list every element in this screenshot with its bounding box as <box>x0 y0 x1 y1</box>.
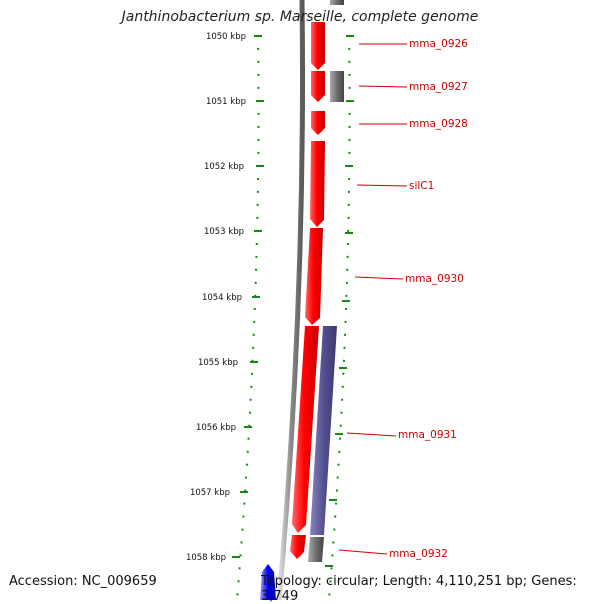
gene-arrow-mma_0927[interactable] <box>311 71 325 102</box>
gene-arrow-mma_0928[interactable] <box>311 111 325 135</box>
feature-gray-mma_0932[interactable] <box>308 537 324 562</box>
tick-label: 1053 kbp <box>204 227 244 237</box>
accession-label: Accession: NC_009659 <box>9 574 157 589</box>
feature-gray-mma_0927[interactable] <box>330 71 344 102</box>
gene-label-silC1: silC1 <box>409 180 434 192</box>
tick-label: 1058 kbp <box>186 553 226 563</box>
label-leaders <box>338 43 408 555</box>
gene-bar-reverse[interactable] <box>310 326 337 535</box>
tick-label: 1056 kbp <box>196 423 236 433</box>
tick-label: 1057 kbp <box>190 488 230 498</box>
tick-label: 1055 kbp <box>198 358 238 368</box>
gene-arrow-mma_0926[interactable] <box>311 22 325 70</box>
major-ticks <box>232 35 264 558</box>
tick-label: 1051 kbp <box>206 97 246 107</box>
rna-feature[interactable] <box>260 564 276 600</box>
gene-label-mma_0931: mma_0931 <box>398 429 457 441</box>
gene-label-mma_0926: mma_0926 <box>409 38 468 50</box>
tick-label: 1054 kbp <box>202 293 242 303</box>
gene-arrow-silC1[interactable] <box>310 141 325 227</box>
tick-ring-outer <box>328 34 351 600</box>
tick-label: 1050 kbp <box>206 32 246 42</box>
genome-backbone <box>276 0 306 600</box>
gene-label-mma_0928: mma_0928 <box>409 118 468 130</box>
gene-label-mma_0927: mma_0927 <box>409 81 468 93</box>
feature-gray-top[interactable] <box>330 0 344 5</box>
tick-label: 1052 kbp <box>204 162 244 172</box>
outer-ticks <box>325 35 354 567</box>
gene-label-mma_0932: mma_0932 <box>389 548 448 560</box>
map-title: Janthinobacterium sp. Marseille, complet… <box>121 9 479 25</box>
gene-arrow-mma_0930[interactable] <box>305 228 323 325</box>
gene-label-mma_0930: mma_0930 <box>405 273 464 285</box>
gene-arrow-mma_0931[interactable] <box>292 326 319 533</box>
tick-ring-inner <box>236 34 260 600</box>
gene-arrow-mma_0932[interactable] <box>290 535 306 559</box>
